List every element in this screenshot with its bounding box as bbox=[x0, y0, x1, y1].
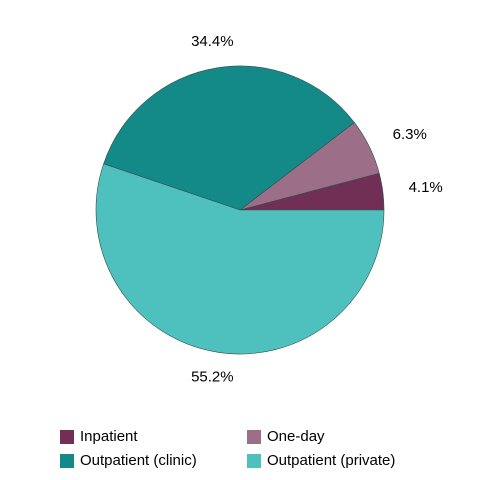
legend-swatch bbox=[60, 454, 74, 468]
data-label: 6.3% bbox=[393, 126, 427, 143]
legend-label: Outpatient (clinic) bbox=[80, 452, 197, 469]
legend-swatch bbox=[247, 430, 261, 444]
legend-label: One-day bbox=[267, 428, 325, 445]
legend-label: Inpatient bbox=[80, 428, 138, 445]
pie-slice bbox=[103, 65, 355, 211]
pie-slice bbox=[95, 163, 385, 355]
data-label: 34.4% bbox=[191, 33, 234, 50]
data-label: 4.1% bbox=[409, 179, 443, 196]
legend-label: Outpatient (private) bbox=[267, 452, 395, 469]
legend-swatch bbox=[60, 430, 74, 444]
legend-swatch bbox=[247, 454, 261, 468]
data-label: 55.2% bbox=[191, 369, 234, 386]
